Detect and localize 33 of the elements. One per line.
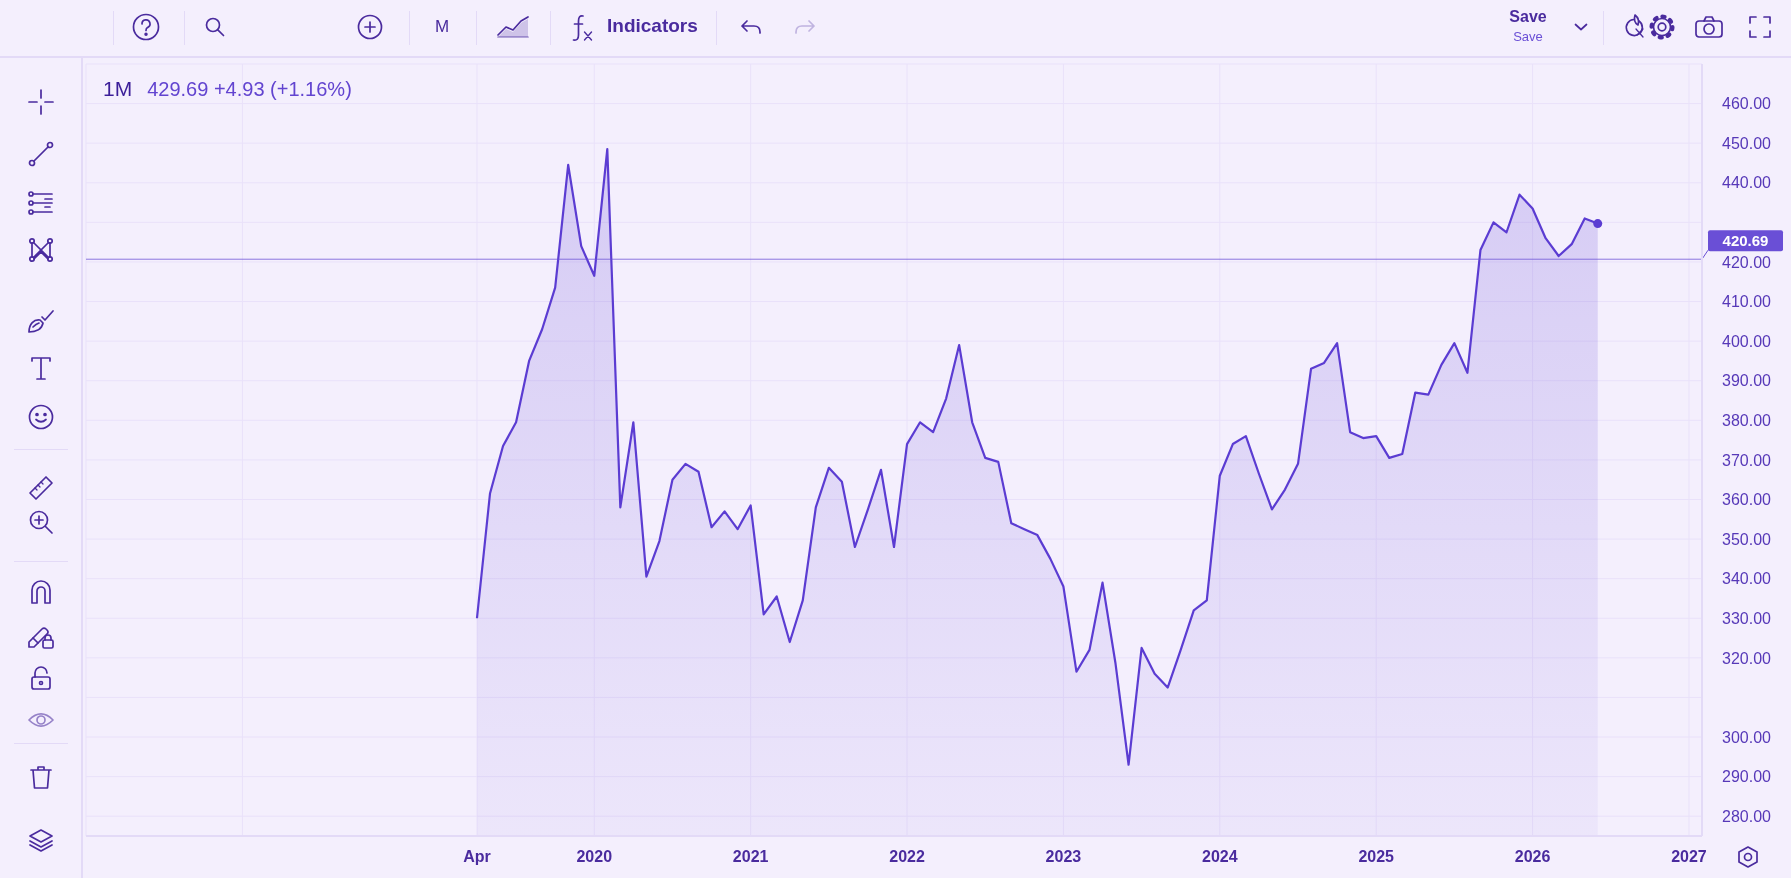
y-tick-label: 320.00 [1722, 649, 1772, 667]
y-tick-label: 390.00 [1722, 372, 1772, 390]
x-tick-label: 2026 [1514, 848, 1551, 866]
y-tick-label: 350.00 [1722, 530, 1772, 548]
y-tick-label: 450.00 [1722, 134, 1772, 152]
y-tick-label: 300.00 [1722, 728, 1772, 746]
x-tick-label: 2023 [1045, 848, 1082, 866]
y-tick-label: 420.00 [1722, 253, 1772, 271]
x-tick-label: 2021 [732, 848, 769, 866]
text: 429.69 +4.93 (+1.16%) [147, 78, 352, 101]
x-tick-label: 2022 [889, 848, 925, 866]
ref-line-label: 420.69 [1722, 232, 1769, 250]
x-tick-label: 2025 [1358, 848, 1395, 866]
y-tick-label: 410.00 [1722, 293, 1772, 311]
text: Indicators [607, 15, 698, 37]
y-tick-label: 370.00 [1722, 451, 1772, 469]
y-tick-label: 290.00 [1722, 768, 1772, 786]
text: 1M [103, 77, 133, 101]
text: M [433, 17, 451, 37]
y-tick-label: 360.00 [1722, 491, 1772, 509]
y-tick-label: 280.00 [1722, 807, 1772, 825]
x-tick-label: 2027 [1671, 848, 1707, 866]
y-tick-label: 380.00 [1722, 411, 1772, 429]
text: Save [1508, 8, 1548, 26]
y-tick-label: 340.00 [1722, 570, 1772, 588]
x-tick-label: 2024 [1202, 848, 1238, 866]
y-tick-label: 460.00 [1722, 95, 1772, 113]
x-tick-label: Apr [463, 848, 491, 866]
text: Save [1512, 29, 1544, 44]
y-tick-label: 330.00 [1722, 609, 1772, 627]
x-tick-label: 2020 [576, 848, 613, 866]
y-tick-label: 440.00 [1722, 174, 1772, 192]
y-tick-label: 400.00 [1722, 332, 1772, 350]
